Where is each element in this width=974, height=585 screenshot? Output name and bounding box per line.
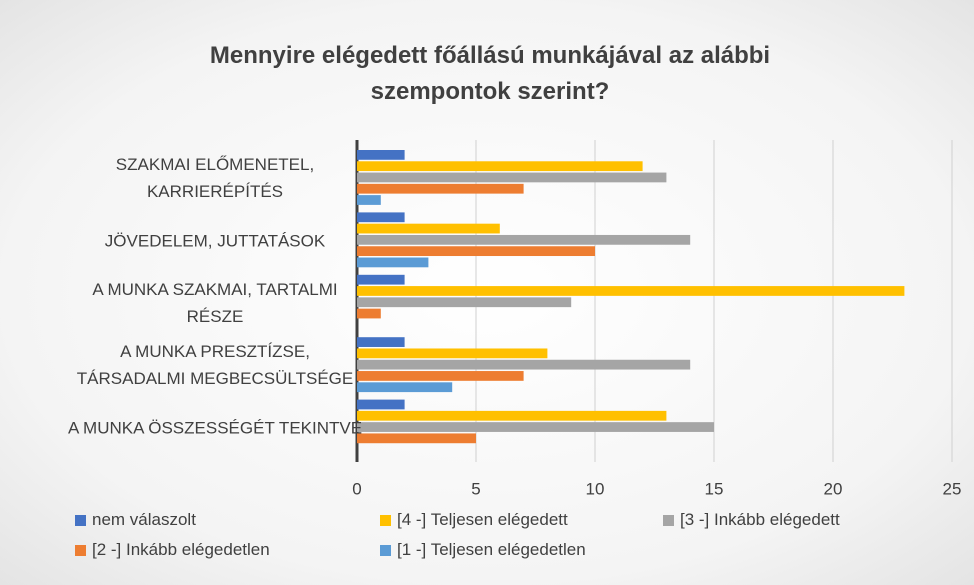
legend-label: [4 -] Teljesen elégedett bbox=[397, 510, 568, 529]
bar bbox=[357, 183, 524, 194]
legend-item: [2 -] Inkább elégedetlen bbox=[75, 540, 270, 560]
bar bbox=[357, 433, 476, 444]
legend-swatch bbox=[75, 514, 86, 526]
y-tick-label: A MUNKA PRESZTÍZSE, TÁRSADALMI MEGBECSÜL… bbox=[76, 342, 354, 389]
legend-item: [3 -] Inkább elégedett bbox=[663, 510, 840, 530]
bar bbox=[357, 422, 714, 432]
legend-item: [4 -] Teljesen elégedett bbox=[380, 510, 568, 530]
bar bbox=[357, 348, 548, 359]
y-tick-label: JÖVEDELEM, JUTTATÁSOK bbox=[104, 231, 326, 251]
bar bbox=[357, 161, 643, 172]
bar bbox=[357, 223, 500, 234]
bar bbox=[357, 172, 667, 183]
x-tick-label: 0 bbox=[352, 479, 361, 498]
bar bbox=[357, 286, 905, 296]
y-tick-label: A MUNKA SZAKMAI, TARTALMI RÉSZE bbox=[92, 280, 338, 326]
bar bbox=[357, 274, 405, 285]
bar bbox=[357, 257, 429, 268]
x-tick-label: 5 bbox=[471, 479, 480, 498]
x-tick-label: 20 bbox=[824, 479, 843, 498]
chart-title: Mennyire elégedett főállású munkájával a… bbox=[209, 42, 771, 105]
legend-swatch bbox=[380, 514, 391, 526]
x-tick-label: 25 bbox=[943, 479, 962, 498]
legend-label: [1 -] Teljesen elégedetlen bbox=[397, 540, 586, 559]
bar bbox=[357, 308, 381, 319]
bar bbox=[357, 337, 405, 347]
bar bbox=[357, 371, 524, 381]
bar bbox=[357, 150, 405, 160]
x-tick-label: 10 bbox=[586, 479, 605, 498]
legend-swatch bbox=[380, 544, 391, 556]
y-tick-label: SZAKMAI ELŐMENETEL, KARRIERÉPÍTÉS bbox=[115, 155, 315, 202]
legend-label: nem válaszolt bbox=[92, 510, 196, 529]
legend-label: [2 -] Inkább elégedetlen bbox=[92, 540, 270, 559]
bar bbox=[357, 410, 667, 421]
legend-label: [3 -] Inkább elégedett bbox=[680, 510, 840, 529]
x-tick-label: 15 bbox=[705, 479, 724, 498]
bar bbox=[357, 246, 595, 257]
bar bbox=[357, 212, 405, 223]
bar bbox=[357, 359, 691, 370]
bar bbox=[357, 297, 572, 308]
legend-item: nem válaszolt bbox=[75, 510, 196, 530]
bar bbox=[357, 399, 405, 410]
bar bbox=[357, 234, 691, 245]
legend-item: [1 -] Teljesen elégedetlen bbox=[380, 540, 586, 560]
y-tick-label: A MUNKA ÖSSZESSÉGÉT TEKINTVE bbox=[67, 418, 363, 438]
legend-swatch bbox=[663, 514, 674, 526]
bar bbox=[357, 195, 381, 205]
legend-swatch bbox=[75, 544, 86, 556]
bar bbox=[357, 382, 453, 393]
